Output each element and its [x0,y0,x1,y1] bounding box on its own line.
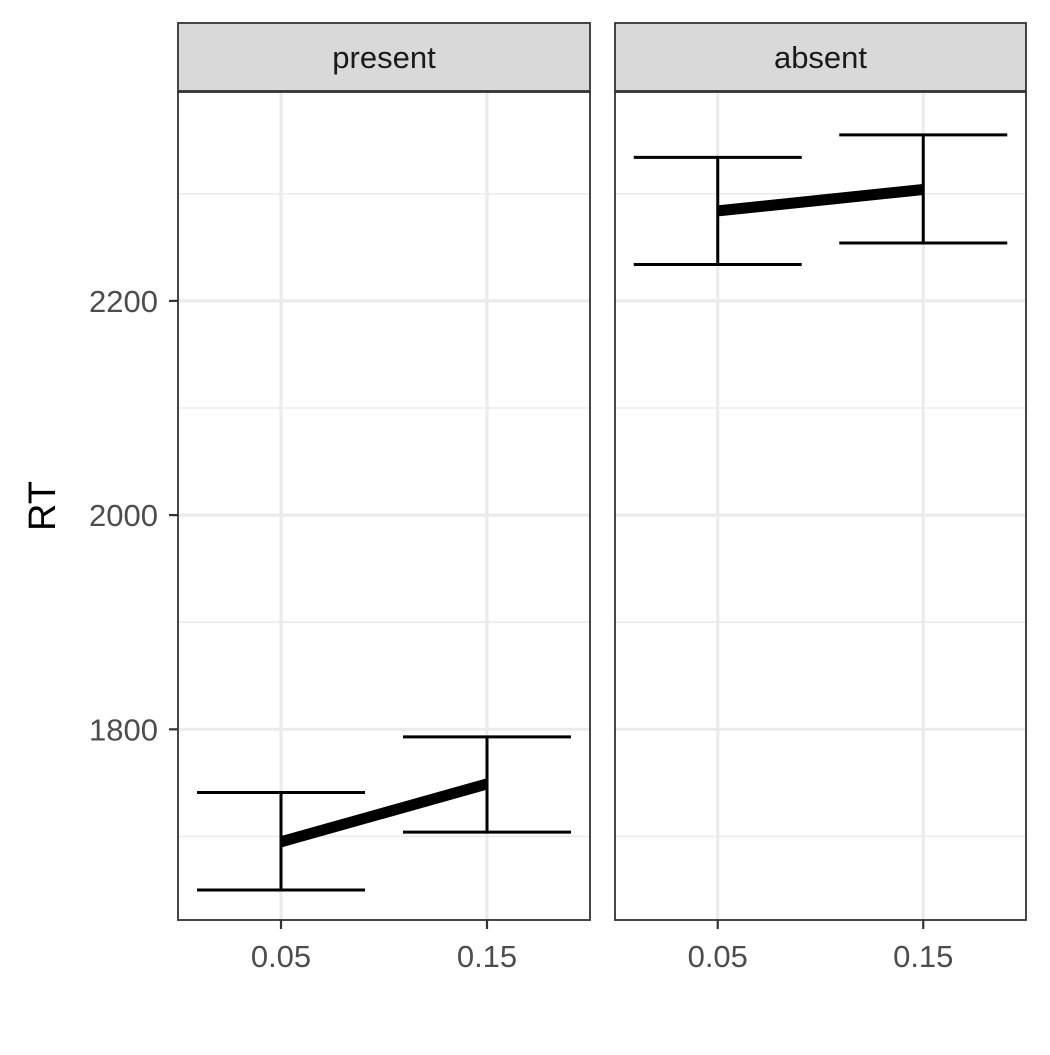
x-tick-label-absent: 0.15 [893,939,953,974]
mean-line-absent [717,184,924,217]
panel-border-absent [614,91,1027,921]
y-axis-title: RT [22,481,64,531]
x-tick-label-present: 0.15 [457,939,517,974]
panel-border-present [177,91,591,921]
strip-label-absent: absent [774,40,867,75]
y-tick-label: 2200 [89,284,158,319]
y-tick-label: 1800 [89,712,158,747]
y-tick-label: 2000 [89,498,158,533]
panel-background-present [178,92,590,920]
x-tick-label-absent: 0.05 [688,939,748,974]
x-tick-label-present: 0.05 [251,939,311,974]
strip-present [177,22,591,92]
strip-label-present: present [332,40,436,75]
strip-absent [614,22,1027,92]
panel-background-absent [615,92,1026,920]
mean-line-present [279,778,489,848]
